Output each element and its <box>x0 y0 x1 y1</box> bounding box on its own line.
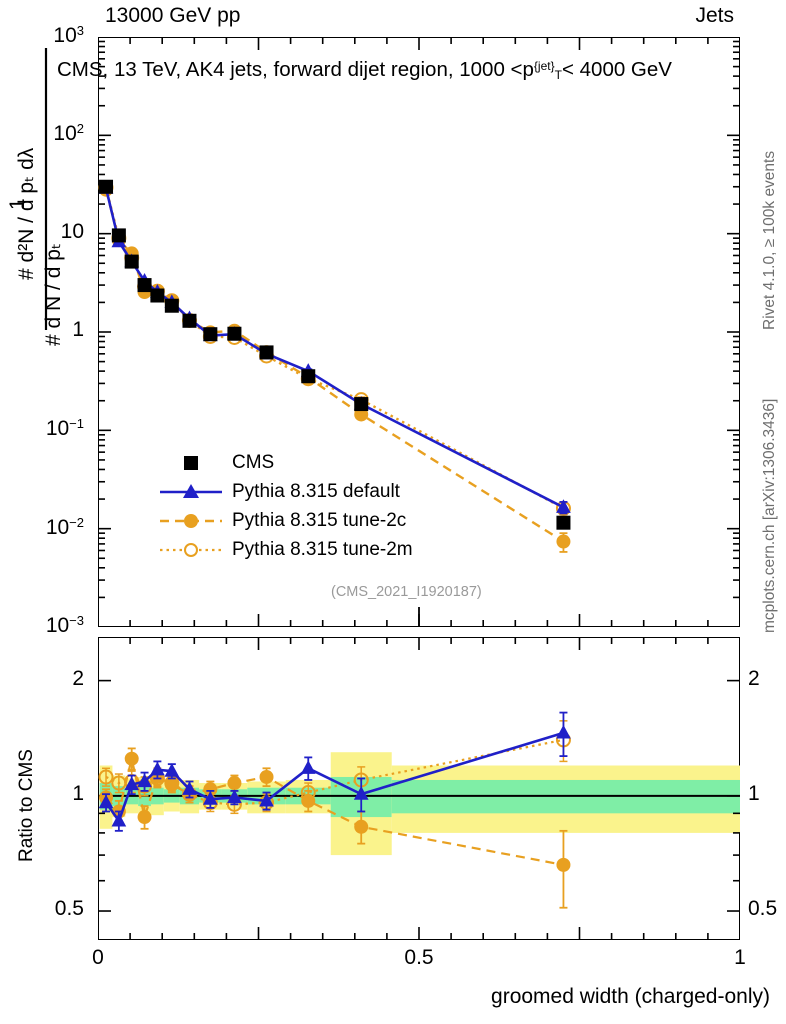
ratio-y-axis-label-text: Ratio to CMS <box>16 749 37 862</box>
ratio-y-tick-label-right: 2 <box>748 666 760 690</box>
legend-item[interactable]: Pythia 8.315 tune-2c <box>160 506 413 535</box>
x-axis-label: groomed width (charged-only) <box>491 985 770 1008</box>
legend-item-label: Pythia 8.315 default <box>232 480 400 502</box>
x-tick-label: 1 <box>734 946 746 969</box>
legend: CMS Pythia 8.315 default Pythia 8.315 tune… <box>160 448 413 564</box>
main-y-tick-label: 10−2 <box>45 514 84 539</box>
main-y-tick-label: 102 <box>53 121 84 146</box>
rivet-version-text: Rivet 4.1.0, ≥ 100k events <box>761 151 778 330</box>
plot-title-prefix: CMS, 13 TeV, AK4 jets, forward dijet reg… <box>57 58 534 81</box>
ratio-y-tick-label: 2 <box>72 666 84 690</box>
header-beam-label: 13000 GeV pp <box>105 4 241 27</box>
legend-marker-solid-triangle <box>160 480 222 504</box>
plot-title-sup: {jet} <box>533 59 555 73</box>
dataset-watermark: (CMS_2021_I1920187) <box>331 584 482 600</box>
main-y-tick-label: 10−1 <box>45 416 84 441</box>
legend-marker-dashed-filled-circle <box>160 509 222 533</box>
ratio-plot-canvas <box>98 637 740 940</box>
ratio-series-0 <box>98 711 571 832</box>
legend-item-label: Pythia 8.315 tune-2c <box>232 509 407 531</box>
x-tick-label: 0.5 <box>404 946 434 969</box>
ratio-y-tick-label: 0.5 <box>54 897 84 921</box>
plot-title-sub: T <box>554 68 562 82</box>
main-y-tick-label: 10−3 <box>45 613 84 637</box>
rivet-version-caption: Rivet 4.1.0, ≥ 100k events <box>761 151 778 330</box>
ratio-y-tick-label: 1 <box>72 781 84 805</box>
legend-item-label: CMS <box>232 451 275 473</box>
ratio-y-tick-label-right: 1 <box>748 781 760 805</box>
legend-item[interactable]: Pythia 8.315 default <box>160 477 413 506</box>
main-y-tick-labels: 103 102 10 1 10−1 10−2 10−3 <box>28 0 94 640</box>
y-axis-one-text: 1 <box>6 198 29 210</box>
y-axis-denominator-text: # d N / d pₜ <box>42 243 65 346</box>
main-y-axis-label: # d²N / d pₜ dλ # d N / d pₜ 1 <box>6 48 65 346</box>
plot-title-suffix: < 4000 GeV <box>561 58 672 81</box>
legend-marker-marker-square <box>160 451 222 475</box>
series-0 <box>99 179 571 530</box>
mcplots-caption: mcplots.cern.ch [arXiv:1306.3436] <box>761 399 778 633</box>
ratio-y-axis-label: Ratio to CMS <box>16 749 37 862</box>
legend-item[interactable]: CMS <box>160 448 413 477</box>
main-plot-canvas <box>98 37 740 627</box>
ratio-y-tick-label-right: 0.5 <box>748 897 778 921</box>
legend-item-label: Pythia 8.315 tune-2m <box>232 538 413 560</box>
x-tick-labels: 0 0.5 1 <box>0 946 786 978</box>
legend-item[interactable]: Pythia 8.315 tune-2m <box>160 535 413 564</box>
plot-title: CMS, 13 TeV, AK4 jets, forward dijet reg… <box>57 58 672 82</box>
ratio-y-tick-labels-left: 2 1 0.5 <box>28 630 94 950</box>
header-category-label: Jets <box>695 4 734 27</box>
legend-marker-dotted-open-circle <box>160 538 222 562</box>
x-tick-label: 0 <box>92 946 104 969</box>
ratio-y-tick-labels-right: 2 1 0.5 <box>748 630 786 950</box>
mcplots-text: mcplots.cern.ch [arXiv:1306.3436] <box>761 399 778 633</box>
main-y-tick-label: 1 <box>72 318 84 341</box>
main-y-tick-label: 10 <box>60 219 84 243</box>
main-y-tick-label: 103 <box>53 23 84 47</box>
y-axis-numerator-text: # d²N / d pₜ dλ <box>15 147 38 280</box>
